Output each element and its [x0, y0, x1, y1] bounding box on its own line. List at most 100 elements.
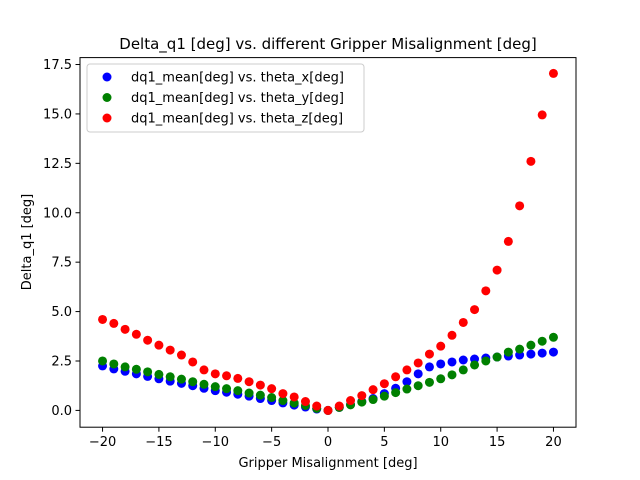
x-tick-label: −10: [202, 435, 229, 450]
data-point: [458, 355, 468, 365]
series-theta-x: [98, 347, 558, 415]
data-point: [436, 341, 446, 351]
data-point: [188, 357, 198, 367]
data-point: [210, 382, 220, 392]
data-point: [548, 347, 558, 357]
data-point: [210, 369, 220, 379]
data-point: [143, 367, 153, 377]
data-point: [346, 396, 356, 406]
data-point: [120, 324, 130, 334]
data-point: [300, 397, 310, 407]
data-point: [481, 356, 491, 366]
data-point: [312, 401, 322, 411]
data-point: [537, 348, 547, 358]
data-point: [548, 68, 558, 78]
data-point: [458, 365, 468, 375]
data-point: [109, 318, 119, 328]
data-point: [199, 365, 209, 375]
data-point: [222, 384, 232, 394]
data-point: [526, 340, 536, 350]
data-point: [98, 356, 108, 366]
data-point: [165, 372, 175, 382]
data-point: [436, 359, 446, 369]
data-point: [492, 265, 502, 275]
data-point: [537, 336, 547, 346]
data-point: [515, 344, 525, 354]
legend-marker: [102, 113, 112, 123]
data-point: [402, 384, 412, 394]
y-tick-label: 7.5: [51, 256, 72, 271]
data-point: [470, 360, 480, 370]
x-tick-label: −15: [145, 435, 172, 450]
data-point: [436, 374, 446, 384]
x-tick-label: 15: [489, 435, 506, 450]
data-point: [131, 329, 141, 339]
x-tick-label: −5: [262, 435, 281, 450]
data-point: [278, 389, 288, 399]
data-point: [120, 362, 130, 372]
data-point: [413, 358, 423, 368]
y-tick-label: 15.0: [43, 107, 72, 122]
data-point: [447, 357, 457, 367]
data-point: [188, 377, 198, 387]
data-point: [143, 335, 153, 345]
legend-marker: [102, 93, 112, 102]
data-point: [109, 359, 119, 369]
legend-label: dq1_mean[deg] vs. theta_x[deg]: [131, 71, 344, 86]
data-point: [515, 201, 525, 211]
y-axis: 0.0 2.5 5.0 7.5 10.0 12.5 15.0 17.5: [43, 58, 80, 419]
data-point: [379, 391, 389, 401]
y-tick-label: 17.5: [43, 58, 72, 73]
series-theta-y: [98, 332, 558, 415]
data-point: [492, 352, 502, 362]
data-point: [391, 372, 401, 382]
data-point: [391, 388, 401, 398]
data-point: [368, 395, 378, 405]
data-point: [98, 314, 108, 324]
data-point: [131, 364, 141, 374]
data-point: [176, 374, 186, 384]
data-point: [424, 349, 434, 359]
data-point: [267, 393, 277, 403]
data-point: [402, 377, 412, 387]
data-point: [368, 385, 378, 395]
data-point: [289, 392, 299, 402]
x-tick-label: 5: [380, 435, 388, 450]
legend-label: dq1_mean[deg] vs. theta_y[deg]: [131, 91, 344, 106]
y-tick-label: 10.0: [43, 206, 72, 221]
x-tick-label: −20: [89, 435, 116, 450]
data-point: [503, 347, 513, 357]
data-point: [233, 386, 243, 396]
x-axis: −20 −15 −10 −5 0 5 10 15 20: [89, 427, 562, 450]
data-point: [424, 377, 434, 387]
legend-label: dq1_mean[deg] vs. theta_z[deg]: [131, 112, 343, 127]
data-point: [278, 396, 288, 406]
data-point: [334, 401, 344, 411]
data-point: [470, 305, 480, 315]
data-point: [537, 110, 547, 120]
data-point: [447, 370, 457, 380]
legend: dq1_mean[deg] vs. theta_x[deg] dq1_mean[d…: [86, 63, 365, 133]
y-tick-label: 12.5: [43, 157, 72, 172]
data-point: [402, 365, 412, 375]
data-point: [424, 362, 434, 372]
data-point: [323, 405, 333, 415]
legend-marker: [102, 72, 112, 82]
data-point: [244, 388, 254, 398]
data-point: [526, 349, 536, 359]
x-tick-label: 20: [545, 435, 562, 450]
legend-frame: [86, 63, 365, 133]
data-point: [244, 377, 254, 387]
x-axis-label: Gripper Misalignment [deg]: [238, 456, 417, 471]
y-axis-label: Delta_q1 [deg]: [20, 194, 35, 290]
data-point: [447, 330, 457, 340]
data-points: [98, 68, 558, 415]
data-point: [199, 379, 209, 389]
x-tick-label: 0: [324, 435, 332, 450]
data-point: [413, 369, 423, 379]
data-point: [481, 286, 491, 296]
data-point: [526, 156, 536, 166]
data-point: [413, 381, 423, 391]
data-point: [458, 317, 468, 327]
